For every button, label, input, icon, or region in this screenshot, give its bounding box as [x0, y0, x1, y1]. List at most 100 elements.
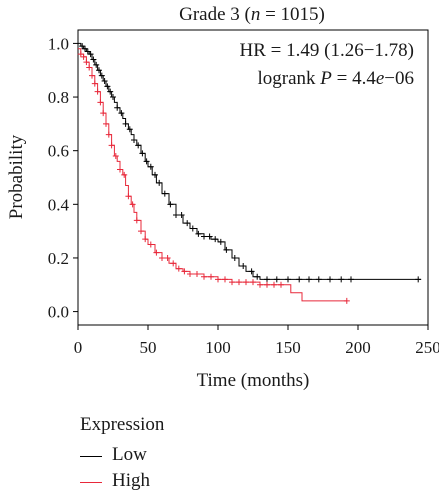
hr-annotation: HR = 1.49 (1.26−1.78) [240, 40, 414, 61]
censor-mark-low [161, 190, 168, 197]
x-tick-label: 150 [275, 338, 301, 357]
censor-mark-low [254, 273, 261, 280]
censor-mark-high [175, 265, 182, 272]
censor-mark-high [153, 249, 160, 256]
censor-mark-low [327, 276, 333, 283]
censor-mark-high [112, 153, 119, 160]
censor-mark-high [103, 120, 109, 127]
censor-mark-low [306, 276, 312, 283]
censor-mark-low [143, 158, 150, 165]
x-tick-label: 200 [345, 338, 371, 357]
censor-mark-low [152, 171, 158, 178]
censor-mark-high [250, 279, 256, 286]
censor-mark-low [156, 179, 163, 186]
censor-mark-high [229, 279, 235, 286]
censor-mark-low [415, 276, 422, 283]
legend: Expression Low High [80, 408, 280, 498]
censor-mark-high [147, 241, 154, 248]
censor-mark-high [236, 279, 242, 286]
censor-mark-low [139, 150, 146, 157]
censor-mark-low [217, 238, 224, 245]
censor-mark-low [87, 51, 94, 58]
censor-mark-high [201, 273, 207, 280]
censor-mark-low [131, 136, 137, 143]
x-tick-label: 0 [74, 338, 83, 357]
y-tick-label: 0.8 [48, 88, 69, 107]
censor-mark-low [122, 120, 129, 127]
y-axis: 0.0 0.2 0.4 0.6 0.8 1.0 [48, 34, 78, 322]
censor-mark-low [273, 276, 280, 283]
censor-mark-high [159, 254, 165, 261]
censor-mark-low [189, 225, 196, 232]
censor-mark-low [240, 263, 247, 269]
censor-mark-low [206, 233, 213, 240]
censor-mark-high [91, 80, 98, 87]
y-tick-label: 0.0 [48, 303, 69, 322]
y-tick-label: 0.2 [48, 249, 69, 268]
survival-curves [77, 42, 422, 304]
censor-mark-low [231, 254, 238, 261]
x-tick-label: 50 [140, 338, 157, 357]
censor-mark-high [89, 72, 95, 79]
legend-swatch-low [80, 456, 102, 457]
censor-mark-high [138, 228, 144, 235]
censor-mark-high [117, 166, 123, 173]
censor-mark-high [257, 281, 263, 288]
censor-mark-high [164, 254, 171, 261]
censor-mark-low [264, 276, 270, 283]
censor-mark-high [264, 281, 270, 288]
censor-mark-high [187, 271, 193, 278]
censor-mark-low [107, 88, 114, 95]
censor-mark-low [212, 236, 219, 243]
censor-mark-high [142, 236, 149, 243]
censor-mark-high [243, 279, 249, 286]
censor-mark-high [208, 273, 214, 280]
censor-mark-low [93, 61, 100, 68]
legend-swatch-high [80, 482, 102, 483]
censor-mark-high [278, 281, 284, 288]
censor-mark-low [96, 67, 102, 74]
censor-mark-low [98, 72, 105, 79]
censor-mark-low [135, 142, 142, 149]
censor-mark-high [100, 110, 107, 117]
censor-mark-low [118, 110, 125, 117]
censor-mark-low [173, 212, 179, 219]
censor-mark-low [348, 276, 354, 283]
x-axis: 0 50 100 150 200 250 [74, 325, 439, 357]
plot-frame [77, 29, 429, 326]
series-high [77, 48, 350, 304]
censor-mark-high [222, 276, 228, 283]
censor-mark-high [170, 260, 177, 267]
legend-label-high: High [112, 470, 150, 491]
censor-mark-high [94, 88, 101, 95]
censor-mark-high [83, 59, 90, 66]
censor-mark-low [315, 276, 322, 283]
censor-mark-high [181, 268, 188, 275]
x-tick-label: 250 [415, 338, 439, 357]
logrank-annotation: logrank P = 4.4e−06 [257, 68, 414, 89]
censor-mark-low [296, 276, 303, 283]
censor-mark-low [114, 104, 121, 111]
censor-mark-low [195, 230, 202, 237]
censor-mark-high [343, 297, 350, 304]
censor-mark-high [215, 276, 221, 283]
legend-label-low: Low [112, 444, 147, 465]
y-tick-label: 0.4 [48, 195, 70, 214]
y-axis-label: Probability [6, 134, 27, 219]
censor-mark-high [80, 53, 87, 60]
censor-mark-high [86, 64, 93, 71]
censor-mark-low [101, 77, 108, 84]
censor-mark-high [125, 193, 132, 200]
chart-title: Grade 3 (n = 1015) [179, 4, 325, 25]
legend-title: Expression [80, 414, 165, 435]
censor-mark-low [84, 48, 91, 55]
censor-mark-high [108, 142, 115, 149]
censor-mark-high [194, 271, 200, 278]
censor-mark-low [178, 212, 185, 219]
censor-mark-low [285, 276, 291, 283]
censor-mark-low [184, 220, 191, 227]
censor-mark-low [167, 201, 174, 208]
censor-mark-low [126, 126, 133, 133]
censor-mark-low [82, 45, 88, 52]
